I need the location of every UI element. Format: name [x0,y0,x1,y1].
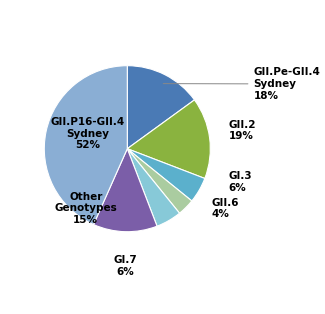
Text: GII.Pe-GII.4
Sydney
18%: GII.Pe-GII.4 Sydney 18% [163,67,320,100]
Text: GII.P16-GII.4
Sydney
52%: GII.P16-GII.4 Sydney 52% [50,117,124,150]
Text: GI.7
6%: GI.7 6% [114,255,137,277]
Wedge shape [127,149,205,201]
Wedge shape [44,66,127,225]
Wedge shape [127,66,194,149]
Text: GII.2
19%: GII.2 19% [228,120,256,141]
Wedge shape [127,149,179,226]
Wedge shape [127,149,192,213]
Text: GI.3
6%: GI.3 6% [228,171,252,193]
Wedge shape [94,149,157,232]
Text: Other
Genotypes
15%: Other Genotypes 15% [54,192,117,225]
Wedge shape [127,100,210,178]
Text: GII.6
4%: GII.6 4% [212,198,240,219]
